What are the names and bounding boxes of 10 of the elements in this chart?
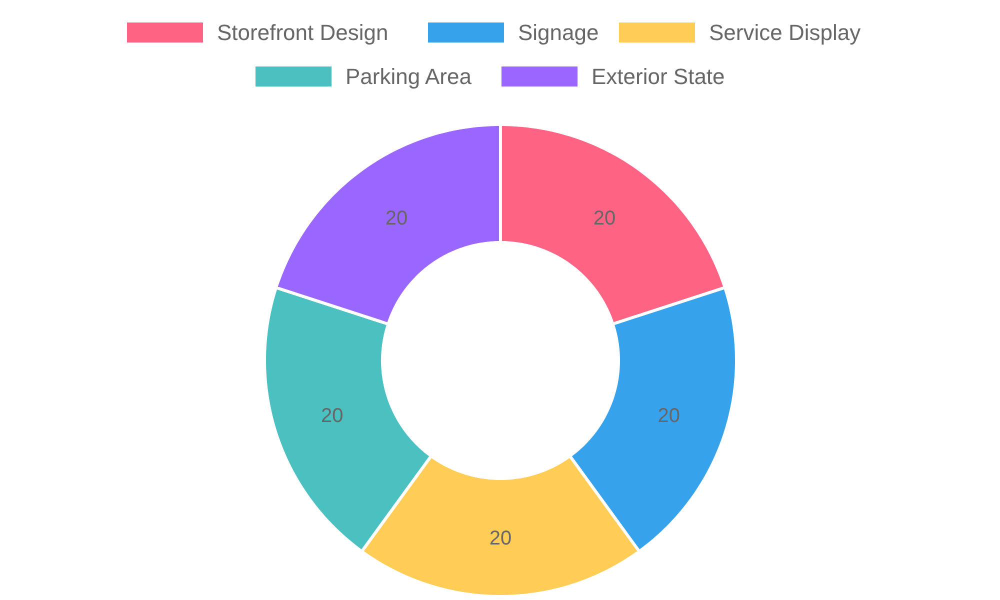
legend-label: Storefront Design bbox=[217, 20, 388, 45]
legend-label: Exterior State bbox=[592, 64, 725, 89]
legend-label: Service Display bbox=[709, 20, 861, 45]
data-label: 20 bbox=[385, 207, 408, 230]
legend-label: Signage bbox=[518, 20, 599, 45]
data-label: 20 bbox=[658, 405, 680, 428]
data-label: 20 bbox=[321, 405, 344, 428]
data-label: 20 bbox=[489, 528, 512, 550]
legend-label: Parking Area bbox=[346, 64, 472, 89]
data-label: 20 bbox=[593, 207, 616, 230]
